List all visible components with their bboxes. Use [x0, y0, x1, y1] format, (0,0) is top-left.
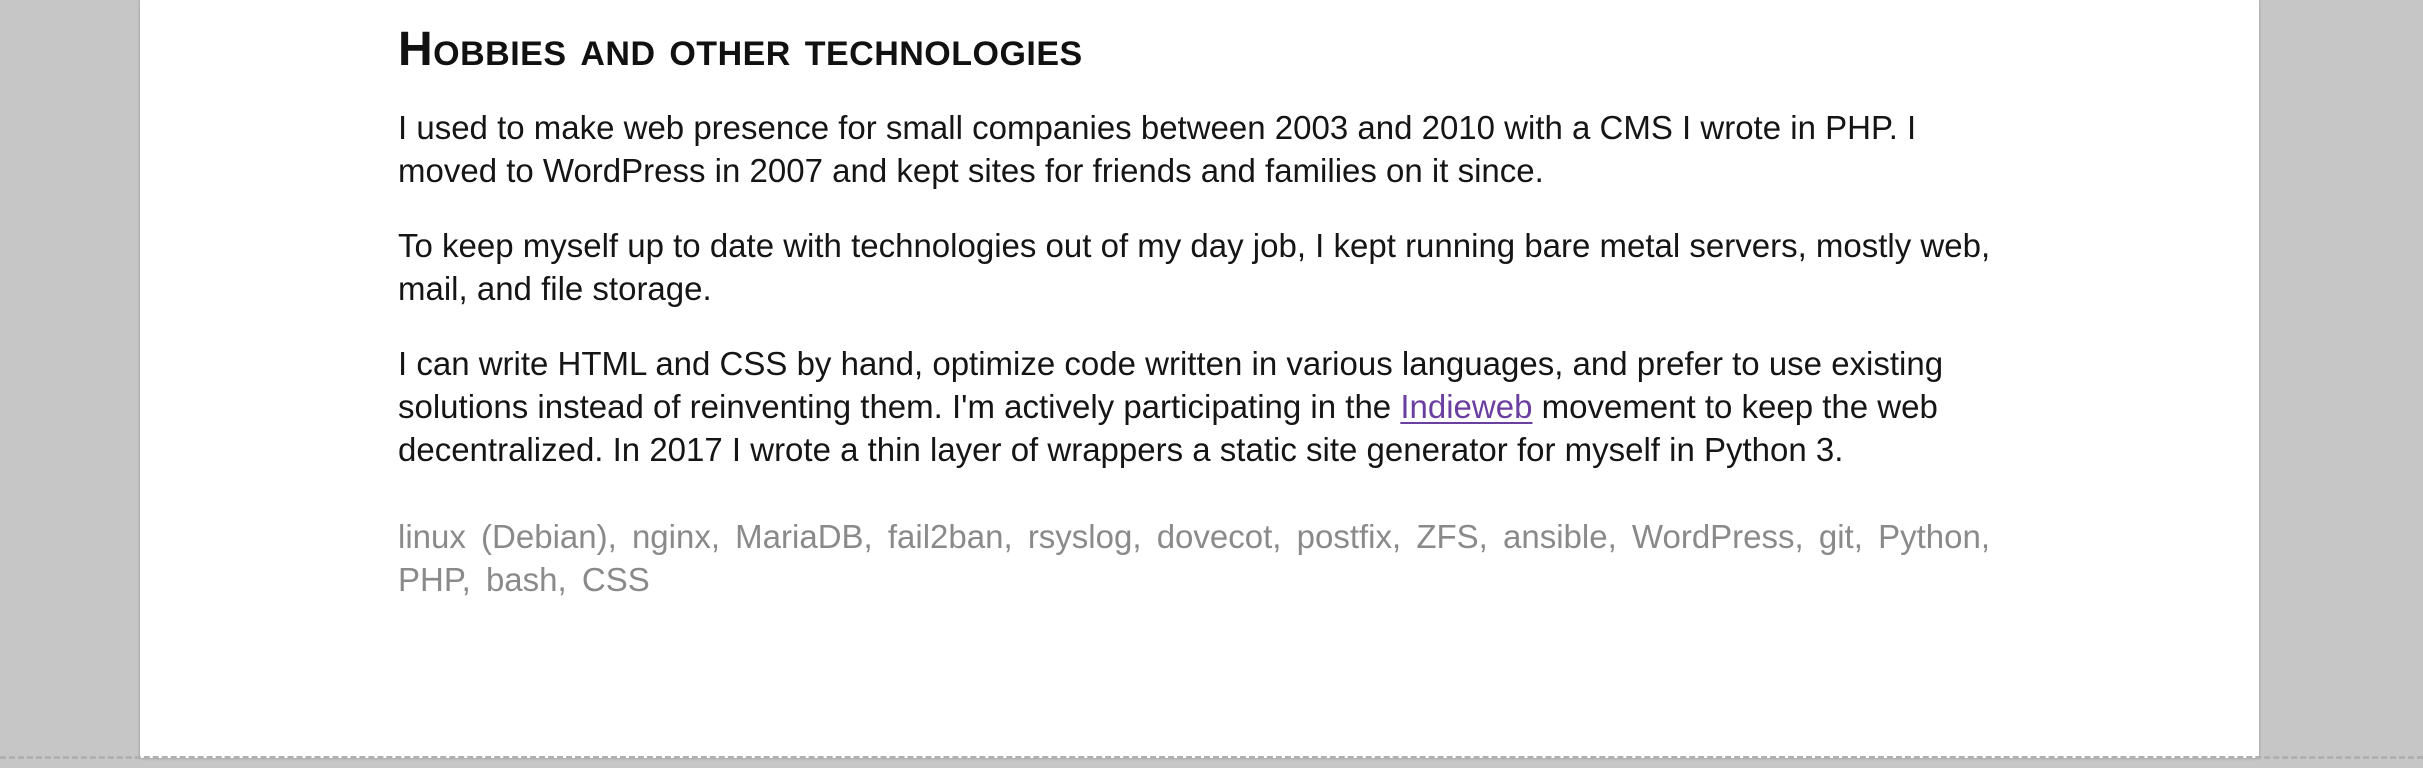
paragraph-1: I used to make web presence for small co…: [398, 109, 1917, 189]
paragraph-3-text-before: I can write HTML and CSS by hand, optimi…: [398, 345, 1944, 425]
tag-item: Python,: [1878, 518, 1990, 555]
tag-item: git,: [1818, 518, 1863, 555]
tag-item: rsyslog,: [1027, 518, 1142, 555]
tag-item: MariaDB,: [735, 518, 873, 555]
tag-item: dovecot,: [1156, 518, 1282, 555]
tag-item: bash,: [485, 561, 567, 598]
paragraph-2: To keep myself up to date with technolog…: [398, 227, 1991, 307]
tag-item: ZFS,: [1416, 518, 1488, 555]
paragraph-3: I can write HTML and CSS by hand, optimi…: [398, 342, 2018, 471]
tag-item: CSS: [581, 561, 650, 598]
page-break-divider: [0, 756, 2423, 759]
section-content: Hobbies and other technologies I used to…: [398, 22, 2018, 601]
paragraph-3-text-after: movement to keep the web decentralized. …: [398, 388, 1938, 468]
technology-tags: linux (Debian), nginx, MariaDB, fail2ban…: [398, 515, 2018, 601]
tag-item: fail2ban,: [887, 518, 1013, 555]
section-title: Hobbies and other technologies: [398, 23, 1083, 76]
document-page: Hobbies and other technologies I used to…: [140, 0, 2259, 758]
tag-item: PHP,: [398, 561, 471, 598]
indieweb-link[interactable]: Indieweb: [1400, 388, 1533, 425]
tag-item: nginx,: [631, 518, 720, 555]
tag-item: WordPress,: [1631, 518, 1804, 555]
tag-item: postfix,: [1296, 518, 1402, 555]
tag-item: ansible,: [1503, 518, 1617, 555]
tag-item: linux (Debian),: [398, 518, 617, 555]
